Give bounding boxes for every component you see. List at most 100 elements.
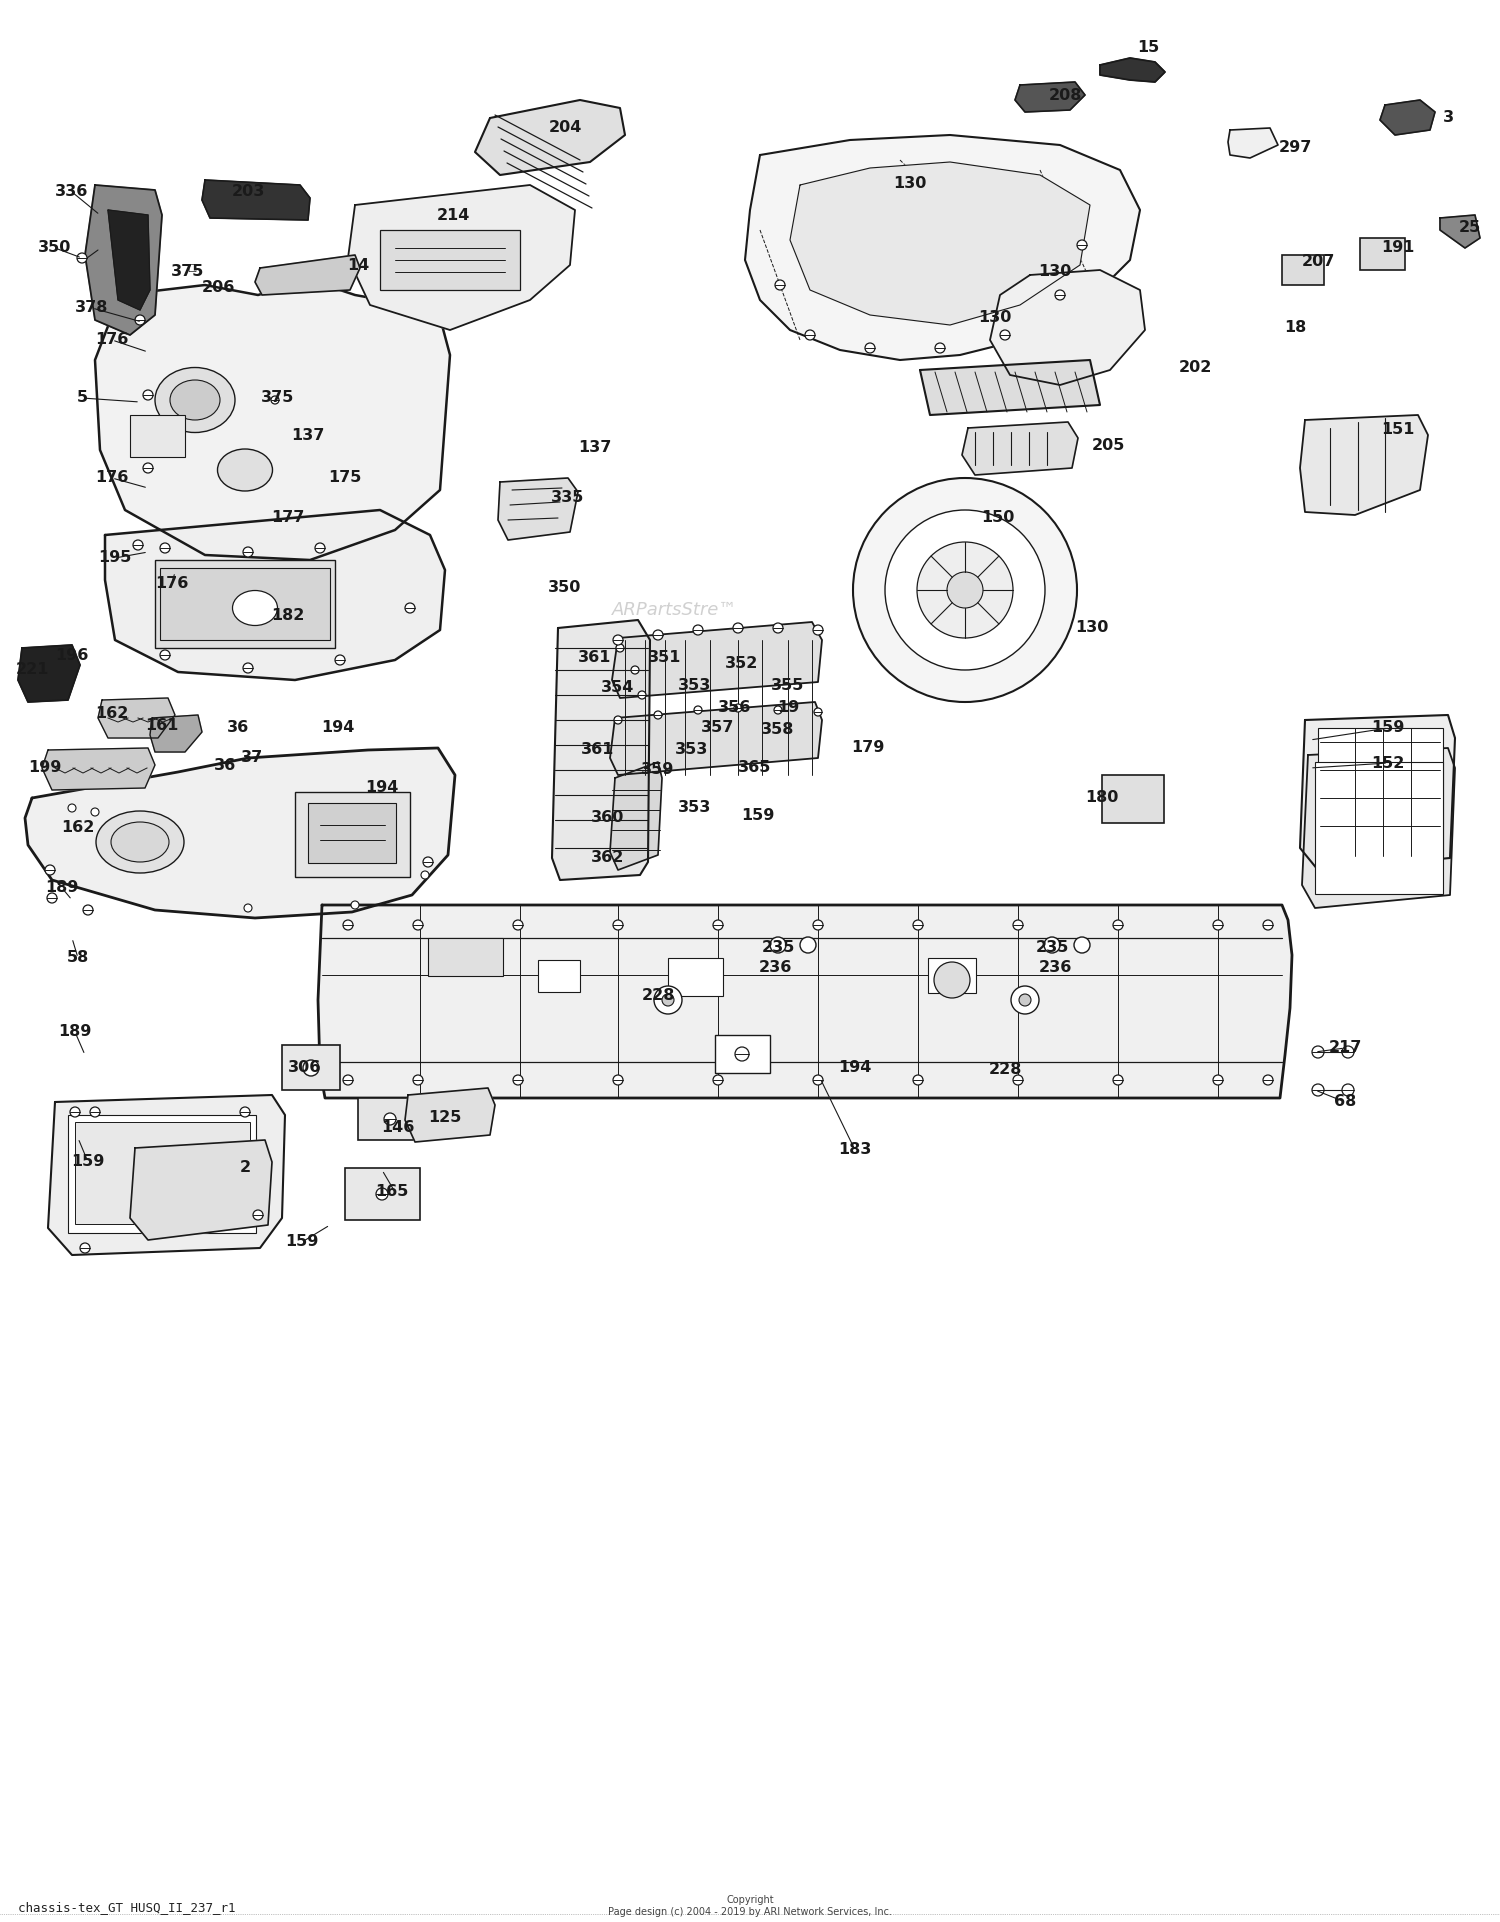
Text: 236: 236 bbox=[759, 961, 792, 976]
Text: 125: 125 bbox=[429, 1111, 462, 1126]
Circle shape bbox=[1342, 1046, 1354, 1057]
Ellipse shape bbox=[96, 811, 184, 873]
Circle shape bbox=[1044, 938, 1060, 953]
Text: 361: 361 bbox=[582, 742, 615, 757]
Circle shape bbox=[813, 921, 824, 930]
Circle shape bbox=[1019, 994, 1031, 1005]
Circle shape bbox=[774, 705, 782, 713]
Circle shape bbox=[160, 650, 170, 659]
Circle shape bbox=[1054, 290, 1065, 300]
Bar bbox=[282, 1046, 340, 1090]
Text: 228: 228 bbox=[642, 988, 675, 1003]
Text: 146: 146 bbox=[381, 1121, 414, 1136]
Circle shape bbox=[853, 479, 1077, 702]
Circle shape bbox=[632, 667, 639, 675]
Text: 352: 352 bbox=[726, 655, 759, 671]
Bar bbox=[1102, 775, 1164, 823]
Circle shape bbox=[916, 542, 1013, 638]
Circle shape bbox=[413, 1074, 423, 1086]
Text: 36: 36 bbox=[214, 757, 236, 773]
Text: 199: 199 bbox=[28, 761, 62, 775]
Text: 228: 228 bbox=[988, 1063, 1022, 1078]
Circle shape bbox=[1074, 938, 1090, 953]
Text: 358: 358 bbox=[762, 721, 795, 736]
Bar bbox=[1318, 728, 1443, 855]
Ellipse shape bbox=[154, 367, 236, 432]
Text: 217: 217 bbox=[1329, 1040, 1362, 1055]
Text: 177: 177 bbox=[272, 511, 304, 525]
Text: 36: 36 bbox=[226, 719, 249, 734]
Polygon shape bbox=[150, 715, 202, 752]
Text: 130: 130 bbox=[894, 175, 927, 190]
Text: 179: 179 bbox=[852, 740, 885, 755]
Circle shape bbox=[344, 1074, 352, 1086]
Polygon shape bbox=[746, 135, 1140, 359]
Text: 194: 194 bbox=[321, 719, 354, 734]
Text: 150: 150 bbox=[981, 511, 1014, 525]
Polygon shape bbox=[130, 1140, 272, 1240]
Text: 162: 162 bbox=[96, 705, 129, 721]
Text: 5: 5 bbox=[76, 390, 87, 406]
Text: 355: 355 bbox=[771, 677, 804, 692]
Text: 375: 375 bbox=[261, 390, 294, 406]
Circle shape bbox=[344, 921, 352, 930]
Circle shape bbox=[776, 281, 784, 290]
Bar bbox=[296, 792, 410, 876]
Text: 359: 359 bbox=[642, 763, 675, 778]
Text: 206: 206 bbox=[201, 281, 234, 296]
Polygon shape bbox=[1228, 129, 1278, 158]
Circle shape bbox=[405, 604, 416, 613]
Text: 196: 196 bbox=[56, 648, 88, 663]
Polygon shape bbox=[1100, 58, 1166, 83]
Circle shape bbox=[662, 994, 674, 1005]
Bar bbox=[154, 559, 334, 648]
Ellipse shape bbox=[232, 590, 278, 625]
Text: 175: 175 bbox=[328, 471, 362, 486]
Text: 236: 236 bbox=[1038, 961, 1071, 976]
Text: 130: 130 bbox=[1076, 621, 1108, 636]
Circle shape bbox=[134, 540, 142, 550]
Text: 191: 191 bbox=[1382, 240, 1414, 256]
Text: 297: 297 bbox=[1278, 140, 1311, 156]
Circle shape bbox=[413, 921, 423, 930]
Circle shape bbox=[813, 1074, 824, 1086]
Polygon shape bbox=[920, 359, 1100, 415]
Text: 204: 204 bbox=[549, 121, 582, 135]
Bar bbox=[1360, 238, 1406, 269]
Circle shape bbox=[135, 315, 146, 325]
Text: 159: 159 bbox=[285, 1234, 318, 1249]
Text: 221: 221 bbox=[15, 663, 48, 677]
Bar bbox=[308, 803, 396, 863]
Circle shape bbox=[734, 623, 742, 632]
Text: 152: 152 bbox=[1371, 755, 1404, 771]
Bar bbox=[1282, 256, 1324, 284]
Text: 3: 3 bbox=[1443, 110, 1454, 125]
Circle shape bbox=[885, 509, 1046, 671]
Polygon shape bbox=[48, 1096, 285, 1255]
Text: 180: 180 bbox=[1086, 790, 1119, 805]
Bar bbox=[160, 569, 330, 640]
Circle shape bbox=[376, 1188, 388, 1199]
Text: 159: 159 bbox=[72, 1155, 105, 1169]
Circle shape bbox=[806, 331, 814, 340]
Text: 336: 336 bbox=[56, 185, 88, 200]
Bar bbox=[668, 957, 723, 996]
Text: 37: 37 bbox=[242, 750, 262, 765]
Text: 350: 350 bbox=[549, 580, 582, 596]
Circle shape bbox=[76, 254, 87, 263]
Text: 214: 214 bbox=[436, 208, 470, 223]
Polygon shape bbox=[612, 623, 822, 698]
Circle shape bbox=[734, 703, 742, 711]
Text: 15: 15 bbox=[1137, 40, 1160, 54]
Circle shape bbox=[272, 396, 279, 404]
Circle shape bbox=[694, 705, 702, 713]
Text: ARPartsStre™: ARPartsStre™ bbox=[612, 602, 738, 619]
Circle shape bbox=[351, 901, 358, 909]
Circle shape bbox=[1263, 1074, 1274, 1086]
Text: 25: 25 bbox=[1460, 221, 1480, 236]
Polygon shape bbox=[318, 905, 1292, 1097]
Ellipse shape bbox=[217, 450, 273, 490]
Circle shape bbox=[1113, 921, 1124, 930]
Bar bbox=[1316, 761, 1443, 894]
Circle shape bbox=[712, 921, 723, 930]
